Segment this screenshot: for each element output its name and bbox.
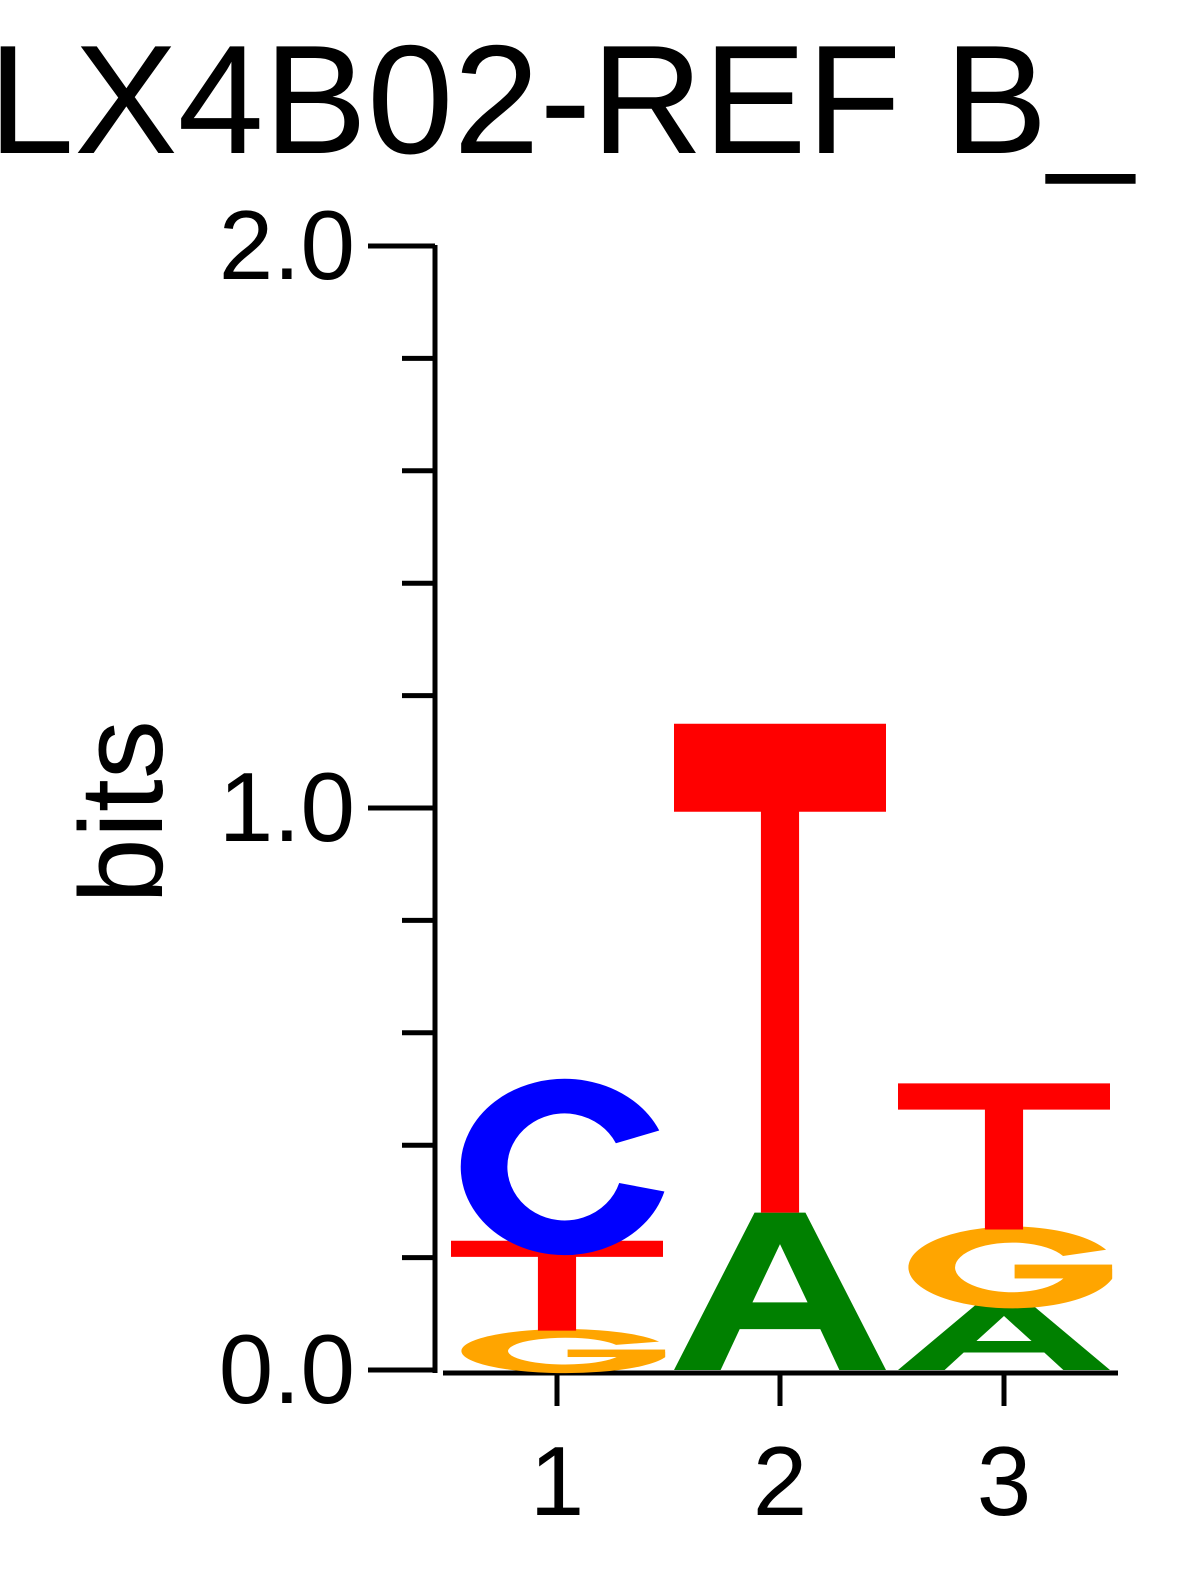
x-axis: 1 2 3 [443, 1370, 1118, 1536]
letter-a-pos2 [674, 1212, 886, 1370]
letter-t-pos2 [674, 723, 886, 1213]
letter-stack-2 [674, 723, 886, 1370]
x-tick-label: 1 [530, 1426, 585, 1536]
y-axis: 0.0 1.0 2.0 [219, 190, 438, 1424]
letter-g-pos3 [908, 1226, 1113, 1309]
letter-t-pos1 [451, 1240, 663, 1331]
letter-t-pos3 [898, 1083, 1110, 1230]
y-tick-label: 1.0 [219, 752, 355, 862]
x-tick-label: 2 [753, 1426, 808, 1536]
x-tick-label: 3 [977, 1426, 1032, 1536]
letter-stacks [451, 723, 1113, 1374]
letter-g-pos1 [461, 1329, 666, 1374]
letter-c-pos1 [460, 1078, 665, 1256]
y-tick-label: 2.0 [219, 190, 355, 300]
letter-stack-1 [451, 1078, 666, 1374]
letter-a-pos3 [898, 1302, 1110, 1371]
chart-title: LX4B02-REF B_ [0, 13, 1136, 186]
y-tick-label: 0.0 [219, 1314, 355, 1424]
letter-stack-3 [898, 1083, 1113, 1371]
y-axis-label: bits [56, 720, 188, 904]
